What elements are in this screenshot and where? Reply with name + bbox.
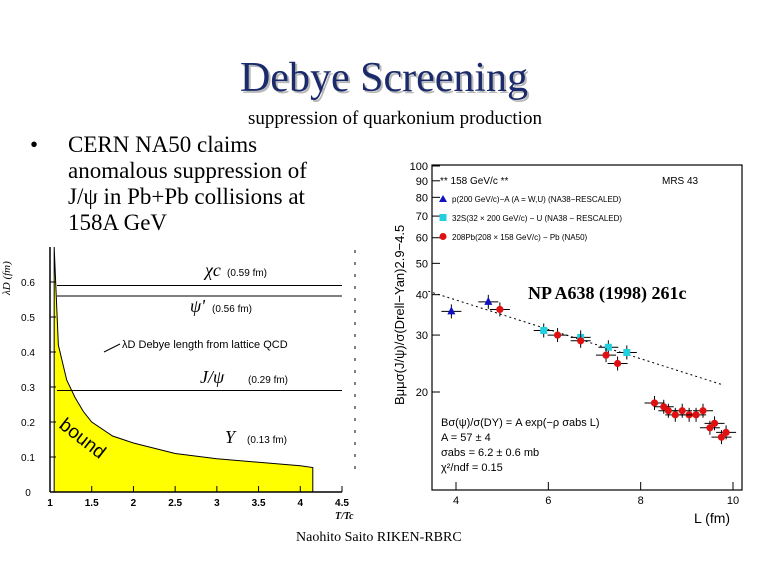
data-point xyxy=(671,411,679,419)
state-symbol: J/ψ xyxy=(200,367,225,387)
y-tick-label: 80 xyxy=(416,192,428,204)
state-symbol: χc xyxy=(203,260,221,280)
x-tick-label: 3 xyxy=(214,498,220,509)
x-tick-label: 10 xyxy=(727,495,739,507)
x-tick-label: 3.5 xyxy=(252,498,266,509)
data-point xyxy=(540,326,548,334)
state-radius-label: (0.56 fm) xyxy=(212,304,252,315)
slide-subtitle: suppression of quarkonium production xyxy=(248,108,542,129)
y-tick-label: 90 xyxy=(416,176,428,188)
x-tick-label: 2 xyxy=(131,498,137,509)
y-tick-label: 20 xyxy=(416,387,428,399)
annotation-arrow xyxy=(103,343,121,353)
y-tick-label: 60 xyxy=(416,233,428,245)
x-tick-label: 4.5 xyxy=(335,498,349,509)
data-point xyxy=(706,424,714,432)
footer-text: Naohito Saito RIKEN-RBRC xyxy=(296,530,462,545)
y-tick-label: 0.2 xyxy=(21,418,35,429)
bullet-line: 158A GeV xyxy=(68,210,168,235)
reference-label: NP A638 (1998) 261c xyxy=(528,283,687,303)
data-point xyxy=(650,399,659,407)
data-point xyxy=(613,359,622,368)
x-tick-label: 4 xyxy=(453,495,459,507)
data-point xyxy=(710,419,719,427)
data-point xyxy=(722,428,730,436)
y-tick-label: 50 xyxy=(416,258,428,270)
data-point xyxy=(496,305,504,314)
y-axis-label: λD (fm) xyxy=(1,261,13,296)
fit-text-line: Bσ(ψ)/σ(DY) = A exp(−ρ σabs L) xyxy=(441,417,600,429)
legend-header: ** 158 GeV/c ** xyxy=(440,176,508,187)
bullet-line: CERN NA50 claims xyxy=(68,132,258,157)
y-tick-label: 0 xyxy=(25,488,31,499)
data-point xyxy=(602,351,610,359)
x-tick-label: 4 xyxy=(298,498,304,509)
x-tick-label: 1.5 xyxy=(85,498,99,509)
legend-entry: 32S(32 × 200 GeV/c) − U (NA38 − RESCALED… xyxy=(452,214,622,223)
y-tick-label: 70 xyxy=(416,211,428,223)
data-point xyxy=(664,407,672,415)
y-tick-label: 40 xyxy=(416,290,428,302)
state-symbol: ψ' xyxy=(190,296,206,316)
fit-line xyxy=(428,290,724,386)
data-point xyxy=(623,348,631,356)
data-point xyxy=(678,407,686,415)
data-point xyxy=(692,411,700,419)
state-radius-label: (0.29 fm) xyxy=(248,375,288,386)
data-point xyxy=(577,337,585,345)
y-tick-label: 0.1 xyxy=(21,453,35,464)
data-point xyxy=(553,331,562,339)
x-tick-label: 1 xyxy=(47,498,53,509)
data-point xyxy=(604,343,612,351)
x-tick-label: 2.5 xyxy=(168,498,182,509)
legend-header-right: MRS 43 xyxy=(662,176,699,187)
y-axis-label: Bμμσ(J/ψ)/σ(Drell−Yan)2.9−4.5 xyxy=(392,225,407,405)
state-symbol: Υ xyxy=(225,427,237,447)
data-point xyxy=(484,296,493,305)
y-tick-label: 0.3 xyxy=(21,383,35,394)
x-axis-label: T/Tc xyxy=(335,511,354,522)
x-tick-label: 6 xyxy=(545,495,551,507)
fit-text-line: σabs = 6.2 ± 0.6 mb xyxy=(441,447,539,459)
legend-entry: 208Pb(208 × 158 GeV/c) − Pb (NA50) xyxy=(452,233,588,242)
slide-title: Debye Screening xyxy=(239,55,529,101)
state-radius-label: (0.59 fm) xyxy=(227,268,267,279)
data-point xyxy=(447,306,456,315)
fit-text-line: χ²/ndf = 0.15 xyxy=(441,462,503,474)
bullet-line: J/ψ in Pb+Pb collisions at xyxy=(68,184,305,209)
legend-marker xyxy=(439,214,447,221)
bullet-text: • CERN NA50 claims anomalous suppression … xyxy=(30,132,307,236)
y-tick-label: 0.5 xyxy=(21,313,35,324)
legend-marker xyxy=(439,195,447,202)
bound-region xyxy=(53,246,314,493)
x-tick-label: 8 xyxy=(638,495,644,507)
curve-annotation: λD Debye length from lattice QCD xyxy=(122,339,288,351)
plot-frame xyxy=(431,164,743,491)
bullet-line: anomalous suppression of xyxy=(68,158,307,183)
data-point xyxy=(717,433,726,441)
legend-entry: p(200 GeV/c)−A (A = W,U) (NA38−RESCALED) xyxy=(452,195,622,204)
y-tick-label: 30 xyxy=(416,330,428,342)
fit-text-line: A = 57 ± 4 xyxy=(441,432,491,444)
state-radius-label: (0.13 fm) xyxy=(247,435,287,446)
data-point xyxy=(699,407,707,415)
x-axis-label: L (fm) xyxy=(694,510,730,526)
bullet-dot-icon: • xyxy=(30,132,39,157)
y-tick-label: 0.6 xyxy=(21,278,35,289)
y-tick-label: 100 xyxy=(410,161,428,173)
y-tick-label: 0.4 xyxy=(21,348,35,359)
legend-marker xyxy=(439,233,447,240)
